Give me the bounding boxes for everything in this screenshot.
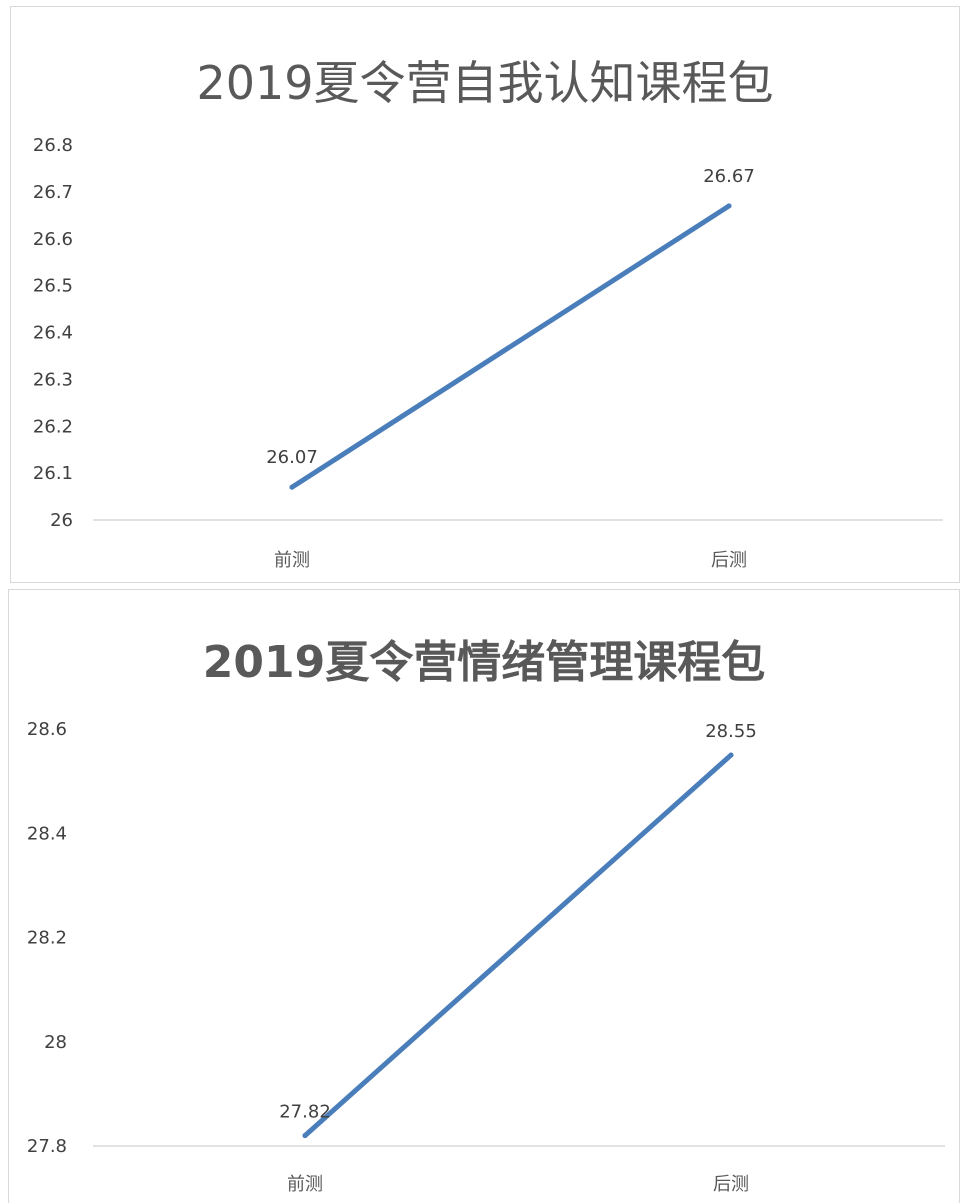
data-label: 26.07 [266,447,318,468]
x-tick-label: 后测 [713,1174,749,1195]
y-tick-label: 28 [44,1032,67,1053]
x-tick-label: 前测 [274,550,310,571]
y-tick-label: 26.6 [33,229,73,250]
data-point [726,203,732,209]
chart-title: 2019夏令营自我认知课程包 [196,56,774,110]
x-tick-label: 后测 [711,550,747,571]
y-tick-label: 26.1 [33,463,73,484]
y-tick-label: 26.8 [33,135,73,156]
chart-title: 2019夏令营情绪管理课程包 [202,637,766,688]
y-tick-label: 28.6 [27,719,67,740]
y-tick-label: 26.5 [33,276,73,297]
data-label: 28.55 [705,721,757,742]
series-line [289,203,732,490]
y-tick-label: 26.3 [33,369,73,390]
x-tick-label: 前测 [287,1174,323,1195]
line-chart-self-awareness: 26 26.1 26.2 26.3 26.4 26.5 26.6 26.7 26.8 前测 后测 26… [33,135,943,571]
y-tick-label: 26.4 [33,323,73,344]
data-point [728,752,734,758]
data-label: 27.82 [279,1102,331,1123]
y-tick-label: 28.4 [27,823,67,844]
y-tick-label: 27.8 [27,1136,67,1157]
y-tick-label: 26 [50,510,73,531]
chart-panel-emotion-management: 2019夏令营情绪管理课程包 27.8 28 28.2 28.4 28.6 前测 后测 27.… [8,589,960,1203]
data-label: 26.67 [703,166,755,187]
y-tick-label: 26.7 [33,182,73,203]
data-point [302,1133,308,1139]
y-tick-label: 28.2 [27,928,67,949]
y-tick-label: 26.2 [33,416,73,437]
line-chart-emotion-management: 27.8 28 28.2 28.4 28.6 前测 后测 27.82 28.55 [27,719,945,1195]
chart-panel-self-awareness: 2019夏令营自我认知课程包 26 26.1 26.2 26.3 26.4 26.5 26.… [10,6,960,583]
series-line [302,752,734,1139]
data-point [289,484,295,490]
